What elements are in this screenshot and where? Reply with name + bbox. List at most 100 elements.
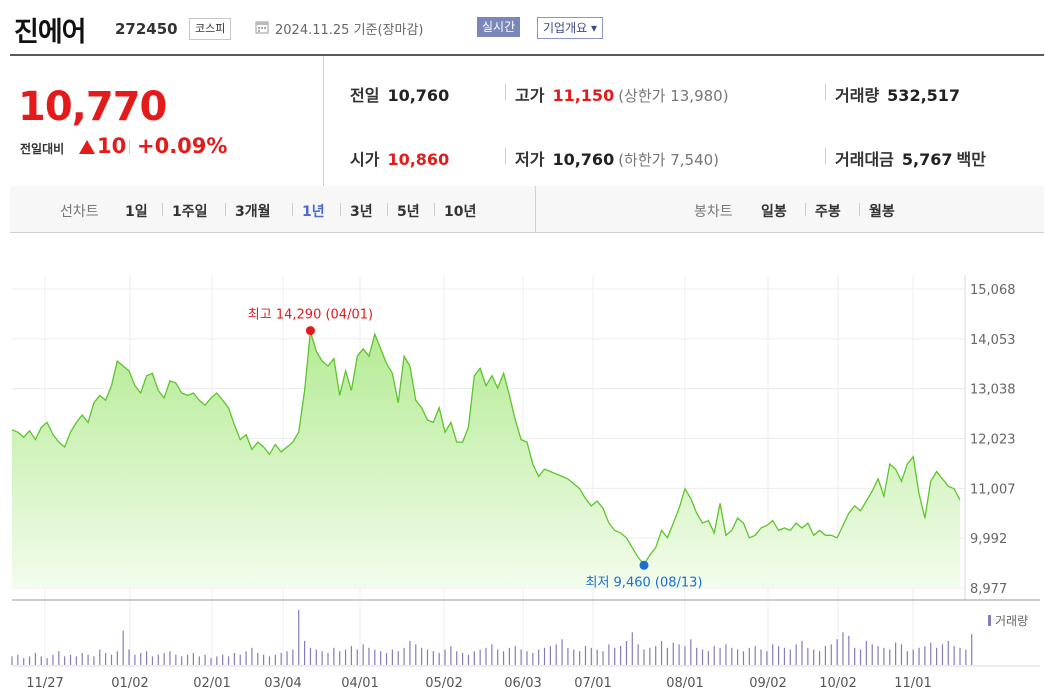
volume-bar	[549, 646, 551, 665]
volume-bar	[543, 647, 546, 665]
tab-weekly-candle[interactable]: 주봉	[815, 204, 841, 220]
tab-1week[interactable]: 1주일	[172, 204, 208, 220]
volume-bar	[333, 647, 335, 665]
price-chart[interactable]: 최고 14,290 (04/01) 최저 9,460 (08/13) 15,068…	[0, 270, 1045, 694]
volume-bar	[444, 649, 446, 665]
tab-1day[interactable]: 1일	[125, 204, 148, 220]
volume-bar	[754, 646, 756, 665]
volume-bar	[315, 649, 317, 665]
volume-bar	[397, 651, 399, 665]
tab-monthly-candle[interactable]: 월봉	[869, 204, 895, 220]
separator	[129, 140, 130, 154]
volume-bar	[643, 649, 645, 665]
volume-bar	[280, 652, 282, 665]
stock-name: 진에어	[14, 17, 87, 48]
x-tick-label: 09/02	[749, 676, 786, 691]
volume-bar	[971, 634, 973, 665]
tab-5year[interactable]: 5년	[397, 204, 420, 220]
price-line	[11, 331, 961, 566]
volume-bar	[403, 647, 405, 665]
tab-daily-candle[interactable]: 일봉	[761, 204, 787, 220]
volume-bar	[783, 647, 786, 665]
volume-bar	[772, 644, 774, 665]
volume-bar	[87, 654, 89, 665]
volume-bar	[344, 649, 347, 665]
current-price-box: 10,770 전일대비 10 +0.09%	[10, 56, 324, 187]
volume-bar	[655, 646, 657, 665]
y-tick-label: 15,068	[970, 283, 1016, 298]
volume-bar	[508, 647, 511, 665]
trading-amount: 거래대금 5,767 백만	[835, 150, 986, 169]
x-tick-label: 03/04	[264, 676, 301, 691]
volume-bar	[157, 654, 159, 665]
volume-bar	[625, 640, 628, 665]
volume-legend-label: 거래량	[995, 614, 1028, 628]
y-tick-label: 9,992	[970, 532, 1007, 547]
volume-legend-icon	[988, 615, 991, 626]
volume-bar	[409, 640, 411, 665]
up-arrow-icon	[79, 140, 95, 154]
tab-3month[interactable]: 3개월	[235, 204, 271, 220]
x-tick-label: 04/01	[341, 676, 378, 691]
tab-1year[interactable]: 1년	[302, 204, 325, 220]
min-point-marker	[639, 560, 649, 570]
separator	[805, 203, 806, 216]
open-price: 시가 10,860	[350, 150, 450, 169]
realtime-button[interactable]: 실시간	[477, 17, 521, 37]
volume-bar	[737, 649, 739, 665]
volume-bar	[309, 647, 312, 665]
volume-bar	[274, 654, 276, 665]
current-price: 10,770	[18, 84, 167, 130]
volume-bar	[421, 647, 423, 665]
volume-bar	[239, 654, 241, 665]
volume-bar	[380, 651, 382, 665]
volume-bar	[426, 649, 429, 665]
line-chart-label: 선차트	[60, 204, 99, 220]
volume-bar	[660, 640, 663, 665]
volume-bar	[69, 654, 72, 665]
volume-bar	[731, 647, 733, 665]
separator	[825, 148, 826, 164]
volume-bar	[807, 647, 809, 665]
volume-bar	[941, 644, 944, 665]
volume-bar	[742, 651, 745, 665]
x-tick-label: 07/01	[574, 676, 611, 691]
tab-divider	[535, 186, 536, 232]
y-tick-label: 11,007	[970, 482, 1016, 497]
volume-bar	[555, 644, 557, 665]
stock-header: 진에어 272450 코스피 2024.11.25 기준(장마감) 실시간 기업…	[0, 0, 1045, 54]
volume-bar	[303, 640, 306, 665]
change-rate: +0.09%	[137, 134, 228, 158]
volume-bar	[251, 647, 253, 665]
volume-bar	[602, 651, 604, 665]
volume-bar	[561, 639, 563, 665]
volume-bar	[619, 646, 622, 665]
volume-bar	[52, 654, 54, 665]
volume-bar	[17, 654, 19, 665]
volume-bar	[268, 656, 271, 665]
volume-bar	[631, 632, 633, 665]
volume-bar	[391, 649, 393, 665]
volume-bar	[479, 649, 481, 665]
tab-3year[interactable]: 3년	[350, 204, 373, 220]
x-tick-label: 11/27	[26, 676, 63, 691]
volume-bar	[227, 656, 230, 665]
y-tick-label: 12,023	[970, 432, 1016, 447]
volume-bar	[245, 651, 247, 665]
max-point-marker	[305, 326, 315, 336]
volume-bar	[953, 646, 955, 665]
volume-bar	[748, 647, 750, 665]
volume-bar	[848, 635, 850, 665]
company-overview-dropdown[interactable]: 기업개요 ▾	[537, 17, 603, 39]
volume-bar	[461, 652, 464, 665]
volume-bar	[222, 654, 224, 665]
volume-bar	[871, 644, 873, 665]
chart-period-tabs: 선차트 1일 1주일 3개월 1년 3년 5년 10년 봉차트 일봉 주봉 월봉	[10, 186, 1044, 233]
tab-10year[interactable]: 10년	[444, 204, 477, 220]
volume-bar	[918, 647, 920, 665]
volume-bar	[672, 642, 674, 665]
volume-bar	[415, 644, 417, 665]
volume-bar	[23, 658, 25, 665]
volume-bar	[935, 647, 938, 665]
volume-bar	[877, 646, 879, 665]
